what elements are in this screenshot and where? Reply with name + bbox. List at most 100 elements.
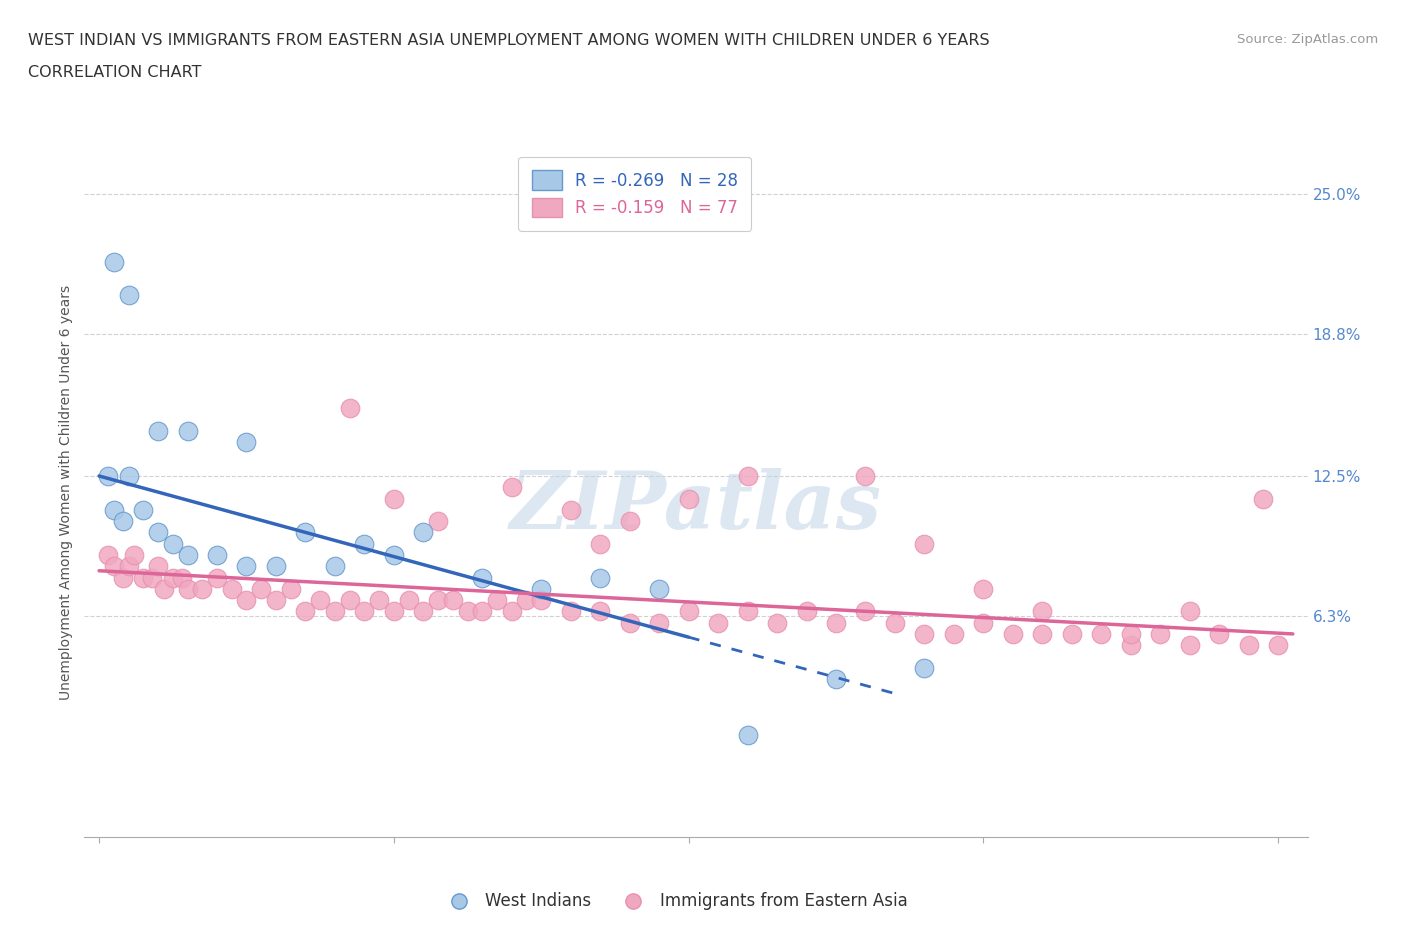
- Point: [153, 581, 176, 596]
- Point: [855, 469, 877, 484]
- Point: [368, 592, 391, 607]
- Y-axis label: Unemployment Among Women with Children Under 6 years: Unemployment Among Women with Children U…: [59, 286, 73, 700]
- Point: [1237, 638, 1260, 653]
- Point: [97, 548, 120, 563]
- Point: [162, 570, 184, 585]
- Point: [589, 604, 612, 618]
- Point: [972, 581, 994, 596]
- Point: [132, 502, 155, 517]
- Point: [619, 513, 641, 528]
- Text: CORRELATION CHART: CORRELATION CHART: [28, 65, 201, 80]
- Point: [353, 537, 375, 551]
- Point: [398, 592, 420, 607]
- Point: [205, 548, 228, 563]
- Point: [530, 581, 553, 596]
- Point: [323, 559, 346, 574]
- Point: [912, 660, 935, 675]
- Point: [501, 480, 523, 495]
- Point: [1178, 638, 1201, 653]
- Point: [648, 616, 671, 631]
- Point: [707, 616, 730, 631]
- Point: [294, 604, 316, 618]
- Point: [412, 525, 434, 539]
- Point: [471, 570, 494, 585]
- Point: [589, 570, 612, 585]
- Point: [1060, 627, 1083, 642]
- Legend: West Indians, Immigrants from Eastern Asia: West Indians, Immigrants from Eastern As…: [436, 885, 914, 917]
- Point: [427, 513, 450, 528]
- Point: [339, 401, 361, 416]
- Point: [825, 671, 848, 686]
- Point: [1031, 604, 1053, 618]
- Point: [972, 616, 994, 631]
- Point: [382, 548, 405, 563]
- Point: [441, 592, 464, 607]
- Point: [648, 581, 671, 596]
- Point: [1267, 638, 1289, 653]
- Point: [382, 491, 405, 506]
- Point: [766, 616, 789, 631]
- Point: [1119, 638, 1142, 653]
- Point: [353, 604, 375, 618]
- Point: [912, 627, 935, 642]
- Point: [176, 423, 198, 438]
- Point: [235, 434, 257, 449]
- Point: [560, 502, 582, 517]
- Point: [1031, 627, 1053, 642]
- Point: [323, 604, 346, 618]
- Point: [1178, 604, 1201, 618]
- Point: [146, 525, 169, 539]
- Point: [515, 592, 537, 607]
- Point: [117, 288, 139, 303]
- Point: [737, 604, 759, 618]
- Point: [737, 469, 759, 484]
- Point: [250, 581, 273, 596]
- Point: [1253, 491, 1275, 506]
- Point: [457, 604, 479, 618]
- Point: [264, 592, 287, 607]
- Point: [912, 537, 935, 551]
- Point: [1149, 627, 1171, 642]
- Point: [235, 592, 257, 607]
- Text: Source: ZipAtlas.com: Source: ZipAtlas.com: [1237, 33, 1378, 46]
- Text: WEST INDIAN VS IMMIGRANTS FROM EASTERN ASIA UNEMPLOYMENT AMONG WOMEN WITH CHILDR: WEST INDIAN VS IMMIGRANTS FROM EASTERN A…: [28, 33, 990, 47]
- Point: [103, 254, 125, 269]
- Point: [221, 581, 243, 596]
- Point: [427, 592, 450, 607]
- Point: [141, 570, 163, 585]
- Point: [191, 581, 214, 596]
- Point: [170, 570, 193, 585]
- Point: [146, 423, 169, 438]
- Legend: R = -0.269   N = 28, R = -0.159   N = 77: R = -0.269 N = 28, R = -0.159 N = 77: [519, 157, 751, 231]
- Point: [1119, 627, 1142, 642]
- Point: [619, 616, 641, 631]
- Point: [825, 616, 848, 631]
- Point: [530, 592, 553, 607]
- Point: [124, 548, 146, 563]
- Point: [560, 604, 582, 618]
- Point: [1090, 627, 1112, 642]
- Point: [339, 592, 361, 607]
- Point: [412, 604, 434, 618]
- Point: [176, 581, 198, 596]
- Point: [678, 491, 700, 506]
- Point: [1208, 627, 1230, 642]
- Point: [111, 570, 134, 585]
- Point: [294, 525, 316, 539]
- Point: [162, 537, 184, 551]
- Point: [884, 616, 907, 631]
- Point: [132, 570, 155, 585]
- Point: [501, 604, 523, 618]
- Point: [235, 559, 257, 574]
- Text: ZIPatlas: ZIPatlas: [510, 468, 882, 545]
- Point: [1001, 627, 1024, 642]
- Point: [589, 537, 612, 551]
- Point: [678, 604, 700, 618]
- Point: [280, 581, 302, 596]
- Point: [264, 559, 287, 574]
- Point: [382, 604, 405, 618]
- Point: [796, 604, 818, 618]
- Point: [309, 592, 332, 607]
- Point: [471, 604, 494, 618]
- Point: [117, 469, 139, 484]
